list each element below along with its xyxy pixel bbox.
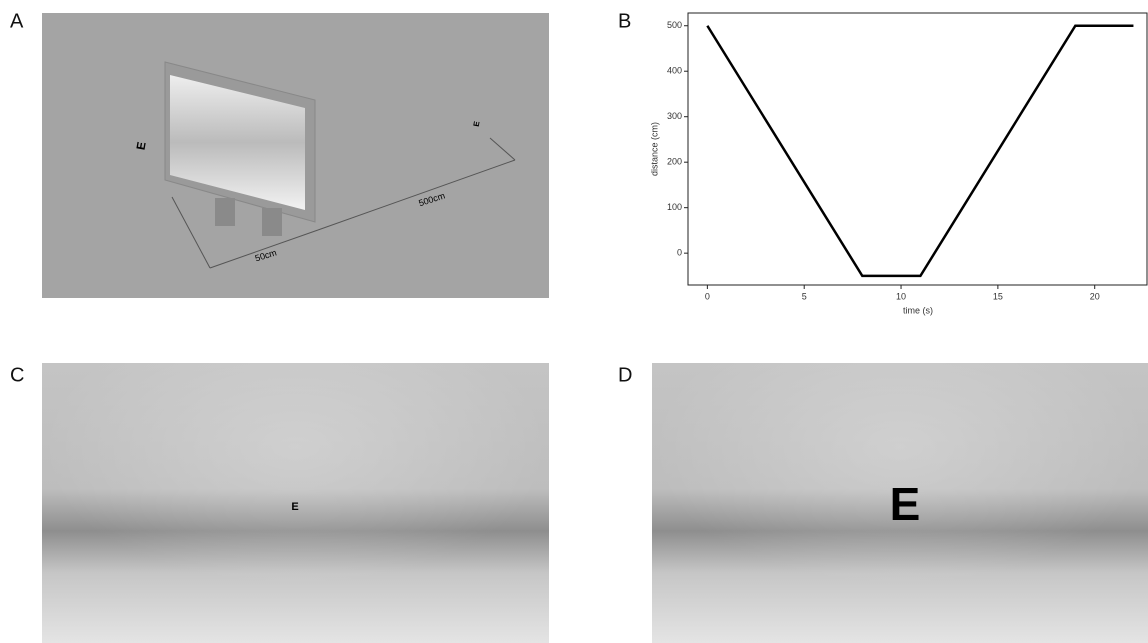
panel-label: C — [10, 364, 24, 386]
y-tick-label: 100 — [667, 202, 682, 212]
x-tick-label: 5 — [802, 291, 807, 301]
panel-label: A — [10, 10, 24, 32]
scene-d: E — [652, 363, 1148, 643]
panel-label: B — [618, 10, 631, 32]
scene-a: 50cm 500cm E E — [42, 13, 549, 298]
y-tick-label: 500 — [667, 20, 682, 30]
x-tick-label: 0 — [705, 291, 710, 301]
optotype: E — [291, 501, 298, 513]
y-axis-title: distance (cm) — [649, 122, 659, 176]
x-tick-label: 10 — [896, 291, 906, 301]
panel-label: D — [618, 364, 632, 386]
monitor-stand — [215, 198, 235, 226]
x-tick-label: 20 — [1090, 291, 1100, 301]
y-tick-label: 400 — [667, 66, 682, 76]
y-tick-label: 0 — [677, 248, 682, 258]
figure: A B C D 50cm 500cm E E E E time (s) dist… — [0, 0, 1148, 643]
data-line — [707, 26, 1133, 276]
optotype: E — [890, 478, 921, 530]
y-tick-label: 300 — [667, 111, 682, 121]
x-tick-label: 15 — [993, 291, 1003, 301]
plot-frame — [688, 13, 1147, 285]
monitor-stand — [262, 208, 282, 236]
x-axis-title: time (s) — [903, 305, 933, 315]
line-chart: time (s) distance (cm) 0 100 200 300 400 500 0… — [649, 13, 1147, 315]
y-tick-label: 200 — [667, 157, 682, 167]
scene-c: E — [42, 363, 549, 643]
